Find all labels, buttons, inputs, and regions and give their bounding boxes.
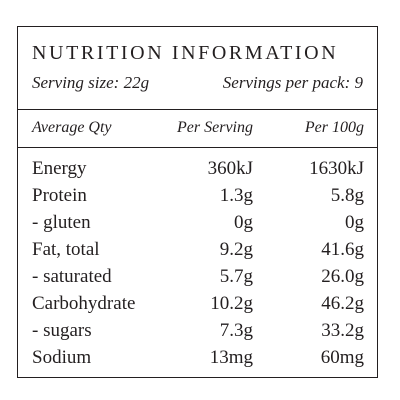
header-per-100g: Per 100g [304, 119, 364, 136]
table-row: - saturated 5.7g 26.0g [18, 263, 377, 290]
header-per-serving: Per Serving [177, 119, 253, 136]
panel-title: NUTRITION INFORMATION [32, 42, 339, 64]
table-row: Fat, total 9.2g 41.6g [18, 236, 377, 263]
nutrient-name: Energy [32, 158, 87, 179]
nutrition-panel: NUTRITION INFORMATION Serving size: 22g … [17, 26, 378, 378]
table-row: Protein 1.3g 5.8g [18, 182, 377, 209]
nutrient-name: Carbohydrate [32, 293, 136, 314]
header-average-qty: Average Qty [32, 119, 112, 136]
per-100g-value: 41.6g [321, 239, 364, 260]
divider-top [18, 109, 377, 110]
per-100g-value: 5.8g [330, 185, 364, 206]
nutrient-name: - sugars [32, 320, 92, 341]
table-row: Energy 360kJ 1630kJ [18, 155, 377, 182]
serving-size: Serving size: 22g [32, 73, 150, 92]
table-row: Carbohydrate 10.2g 46.2g [18, 290, 377, 317]
nutrient-name: Sodium [32, 347, 92, 368]
per-100g-value: 0g [345, 212, 364, 233]
per-serving-value: 7.3g [219, 320, 253, 341]
servings-per-pack: Servings per pack: 9 [222, 73, 363, 92]
per-100g-value: 33.2g [321, 320, 364, 341]
per-serving-value: 5.7g [219, 266, 253, 287]
nutrient-name: Protein [32, 185, 87, 206]
per-100g-value: 60mg [320, 347, 364, 368]
per-serving-value: 10.2g [210, 293, 253, 314]
nutrient-name: - saturated [32, 266, 112, 287]
nutrient-name: - gluten [32, 212, 91, 233]
per-serving-value: 1.3g [219, 185, 253, 206]
per-serving-value: 0g [234, 212, 253, 233]
divider-header [18, 147, 377, 148]
per-100g-value: 26.0g [321, 266, 364, 287]
nutrient-name: Fat, total [32, 239, 100, 260]
per-serving-value: 13mg [209, 347, 253, 368]
table-row: - sugars 7.3g 33.2g [18, 317, 377, 344]
table-row: - gluten 0g 0g [18, 209, 377, 236]
per-serving-value: 9.2g [219, 239, 253, 260]
table-row: Sodium 13mg 60mg [18, 344, 377, 371]
per-serving-value: 360kJ [207, 158, 253, 179]
per-100g-value: 46.2g [321, 293, 364, 314]
nutrient-rows: Energy 360kJ 1630kJ Protein 1.3g 5.8g - … [18, 155, 377, 371]
per-100g-value: 1630kJ [309, 158, 364, 179]
